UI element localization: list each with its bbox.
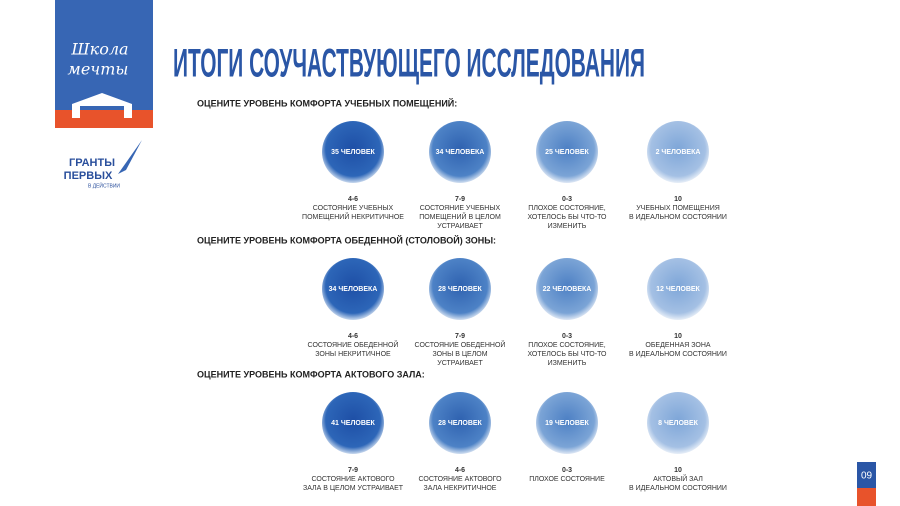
description: УСТРАИВАЕТ — [437, 360, 483, 367]
section-heading: ОЦЕНИТЕ УРОВЕНЬ КОМФОРТА УЧЕБНЫХ ПОМЕЩЕН… — [197, 97, 457, 108]
description: СОСТОЯНИЕ УЧЕБНЫХ — [313, 205, 394, 212]
description: ЗАЛА НЕКРИТИЧНОЕ — [424, 485, 497, 492]
description: ЗОНЫ В ЦЕЛОМ — [432, 351, 487, 358]
range-label: 10 — [674, 467, 682, 474]
page-bar — [857, 488, 876, 506]
grants-text: ПЕРВЫХ — [64, 170, 113, 182]
description: ОБЕДЕННАЯ ЗОНА — [645, 342, 711, 349]
count-circle — [322, 392, 384, 454]
description: ПЛОХОЕ СОСТОЯНИЕ, — [528, 342, 605, 349]
description: ПЛОХОЕ СОСТОЯНИЕ, — [528, 205, 605, 212]
count-label: 34 ЧЕЛОВЕКА — [329, 286, 378, 293]
range-label: 10 — [674, 196, 682, 203]
logo-text: Школа — [70, 40, 128, 59]
description: СОСТОЯНИЕ АКТОВОГО — [311, 476, 395, 483]
count-circle — [647, 258, 709, 320]
count-label: 8 ЧЕЛОВЕК — [658, 420, 699, 427]
count-circle — [647, 121, 709, 183]
section-heading: ОЦЕНИТЕ УРОВЕНЬ КОМФОРТА АКТОВОГО ЗАЛА: — [197, 369, 425, 379]
grants-sub: В ДЕЙСТВИИ — [88, 181, 120, 189]
count-label: 35 ЧЕЛОВЕК — [331, 149, 375, 156]
count-label: 19 ЧЕЛОВЕК — [545, 420, 589, 427]
count-label: 2 ЧЕЛОВЕКА — [656, 149, 701, 156]
description: В ИДЕАЛЬНОМ СОСТОЯНИИ — [629, 351, 727, 358]
description: ПОМЕЩЕНИЙ В ЦЕЛОМ — [419, 212, 501, 221]
count-circle — [536, 258, 598, 320]
description: УЧЕБНЫХ ПОМЕЩЕНИЯ — [636, 205, 720, 212]
description: ХОТЕЛОСЬ БЫ ЧТО-ТО — [527, 214, 607, 221]
description: В ИДЕАЛЬНОМ СОСТОЯНИИ — [629, 214, 727, 221]
count-circle — [429, 121, 491, 183]
grants-arrow — [118, 140, 142, 174]
description: АКТОВЫЙ ЗАЛ — [653, 474, 703, 483]
house-icon — [72, 93, 132, 118]
count-circle — [536, 121, 598, 183]
range-label: 10 — [674, 333, 682, 340]
range-label: 4-6 — [348, 196, 358, 203]
description: СОСТОЯНИЕ АКТОВОГО — [418, 476, 502, 483]
count-label: 34 ЧЕЛОВЕКА — [436, 149, 485, 156]
count-circle — [322, 121, 384, 183]
count-label: 22 ЧЕЛОВЕКА — [543, 286, 592, 293]
range-label: 4-6 — [455, 467, 465, 474]
description: В ИДЕАЛЬНОМ СОСТОЯНИИ — [629, 485, 727, 492]
count-label: 28 ЧЕЛОВЕК — [438, 420, 482, 427]
range-label: 4-6 — [348, 333, 358, 340]
range-label: 0-3 — [562, 196, 572, 203]
logo-bar — [55, 110, 153, 128]
count-label: 41 ЧЕЛОВЕК — [331, 420, 375, 427]
grants-text: ГРАНТЫ — [69, 157, 115, 169]
count-label: 28 ЧЕЛОВЕК — [438, 286, 482, 293]
description: ИЗМЕНИТЬ — [548, 360, 587, 367]
range-label: 7-9 — [348, 467, 358, 474]
section-heading: ОЦЕНИТЕ УРОВЕНЬ КОМФОРТА ОБЕДЕННОЙ (СТОЛ… — [197, 234, 496, 245]
page-box — [857, 462, 876, 488]
count-circle — [322, 258, 384, 320]
range-label: 7-9 — [455, 196, 465, 203]
count-circle — [429, 392, 491, 454]
count-circle — [647, 392, 709, 454]
count-label: 12 ЧЕЛОВЕК — [656, 286, 700, 293]
description: УСТРАИВАЕТ — [437, 223, 483, 230]
title: ИТОГИ СОУЧАСТВУЮЩЕГО ИССЛЕДОВАНИЯ — [173, 42, 645, 86]
description: ХОТЕЛОСЬ БЫ ЧТО-ТО — [527, 351, 607, 358]
description: ИЗМЕНИТЬ — [548, 223, 587, 230]
count-circle — [429, 258, 491, 320]
range-label: 7-9 — [455, 333, 465, 340]
count-label: 25 ЧЕЛОВЕК — [545, 149, 589, 156]
description: СОСТОЯНИЕ ОБЕДЕННОЙ — [308, 340, 399, 349]
count-circle — [536, 392, 598, 454]
range-label: 0-3 — [562, 333, 572, 340]
range-label: 0-3 — [562, 467, 572, 474]
logo-panel — [55, 0, 153, 110]
description: СОСТОЯНИЕ УЧЕБНЫХ — [420, 205, 501, 212]
description: ПЛОХОЕ СОСТОЯНИЕ — [529, 476, 605, 483]
description: ЗОНЫ НЕКРИТИЧНОЕ — [315, 351, 391, 358]
description: ПОМЕЩЕНИЙ НЕКРИТИЧНОЕ — [302, 212, 404, 221]
description: ЗАЛА В ЦЕЛОМ УСТРАИВАЕТ — [303, 485, 404, 492]
logo-text: мечты — [68, 60, 129, 79]
page-number: 09 — [861, 471, 873, 482]
description: СОСТОЯНИЕ ОБЕДЕННОЙ — [415, 340, 506, 349]
